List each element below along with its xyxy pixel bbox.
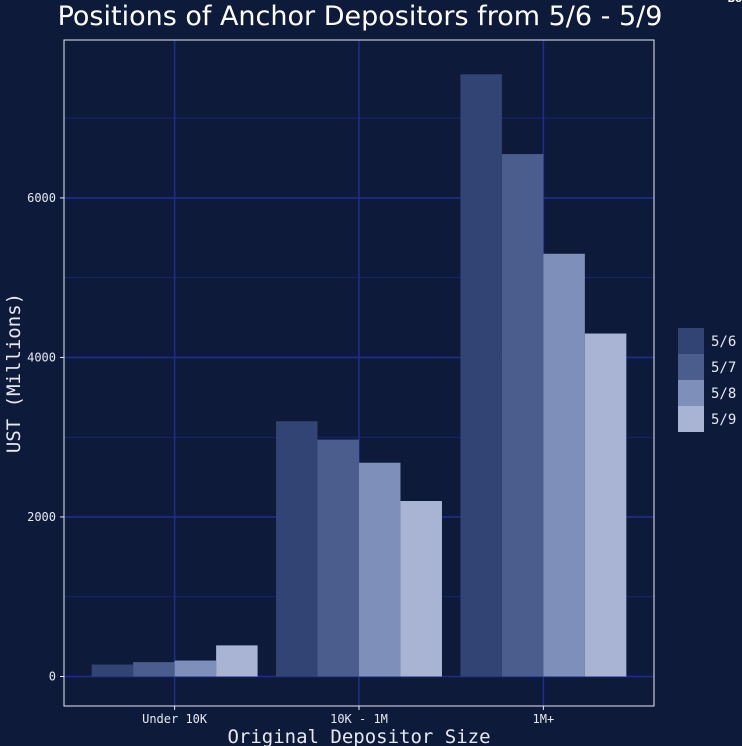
y-tick-label: 0	[49, 669, 56, 683]
bar-5-8-1	[359, 462, 401, 677]
bar-5-8-2	[543, 253, 585, 677]
corner-text: Bo	[728, 0, 742, 5]
x-tick-label: 1M+	[533, 712, 555, 726]
chart-title: Positions of Anchor Depositors from 5/6 …	[57, 1, 663, 32]
bar-5-6-2	[460, 74, 502, 677]
bar-5-8-0	[174, 660, 217, 677]
bar-5-9-1	[400, 501, 442, 677]
x-tick-label: Under 10K	[142, 712, 208, 726]
x-tick-label: 10K - 1M	[330, 712, 388, 726]
bar-5-6-0	[91, 664, 134, 677]
legend-swatch	[678, 328, 704, 354]
bar-5-9-2	[584, 333, 627, 677]
legend-swatch	[678, 406, 704, 432]
legend-label: 5/8	[711, 386, 736, 402]
legend-swatch	[678, 380, 704, 406]
legend-label: 5/6	[711, 334, 736, 350]
y-tick-label: 2000	[27, 510, 56, 524]
y-tick-label: 4000	[27, 350, 56, 364]
legend-swatch	[678, 354, 704, 380]
bar-5-7-0	[133, 662, 175, 677]
legend-label: 5/7	[711, 360, 736, 376]
legend-label: 5/9	[711, 412, 736, 428]
bar-5-9-0	[216, 645, 258, 677]
y-tick-label: 6000	[27, 191, 56, 205]
bar-5-7-1	[317, 439, 359, 677]
bar-5-7-2	[501, 154, 544, 677]
y-axis-label: UST (Millions)	[3, 293, 25, 453]
x-axis-label: Original Depositor Size	[227, 726, 490, 746]
bar-5-6-1	[276, 421, 318, 677]
